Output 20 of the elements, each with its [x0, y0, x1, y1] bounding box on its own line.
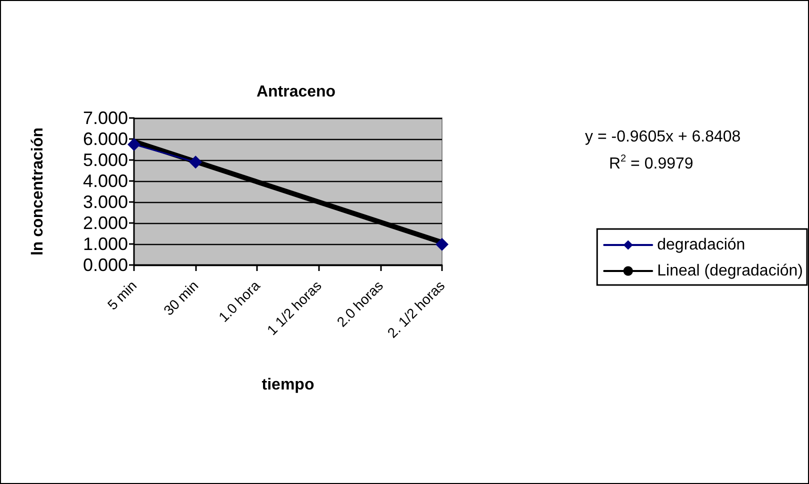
y-tick-label: 6.000 [82, 129, 128, 149]
x-tick-label: 30 min [160, 277, 202, 318]
point [436, 238, 448, 251]
text: y = -0.9605x + 6.8408 [585, 128, 741, 146]
y-tick-label: 1.000 [82, 234, 128, 254]
y-tick-label: 4.000 [82, 171, 128, 191]
x-axis-title: tiempo [262, 376, 314, 394]
chart-title: Antraceno [256, 84, 336, 100]
point [189, 156, 202, 169]
point [128, 138, 140, 151]
y-axis-title: ln concentración [30, 127, 46, 256]
y-tick-label: 0.000 [82, 255, 128, 275]
y-tick-label: 5.000 [82, 150, 128, 170]
y-tick-label: 7.000 [82, 108, 128, 128]
x-tick-label: 1.0 hora [215, 277, 264, 325]
y-tick-label: 3.000 [82, 192, 128, 212]
x-tick-label: 5 min [104, 277, 140, 313]
legend-label: degradación [657, 236, 746, 254]
y-tick-label: 2.000 [82, 213, 128, 233]
legend-label: Lineal (degradación) [657, 262, 803, 280]
